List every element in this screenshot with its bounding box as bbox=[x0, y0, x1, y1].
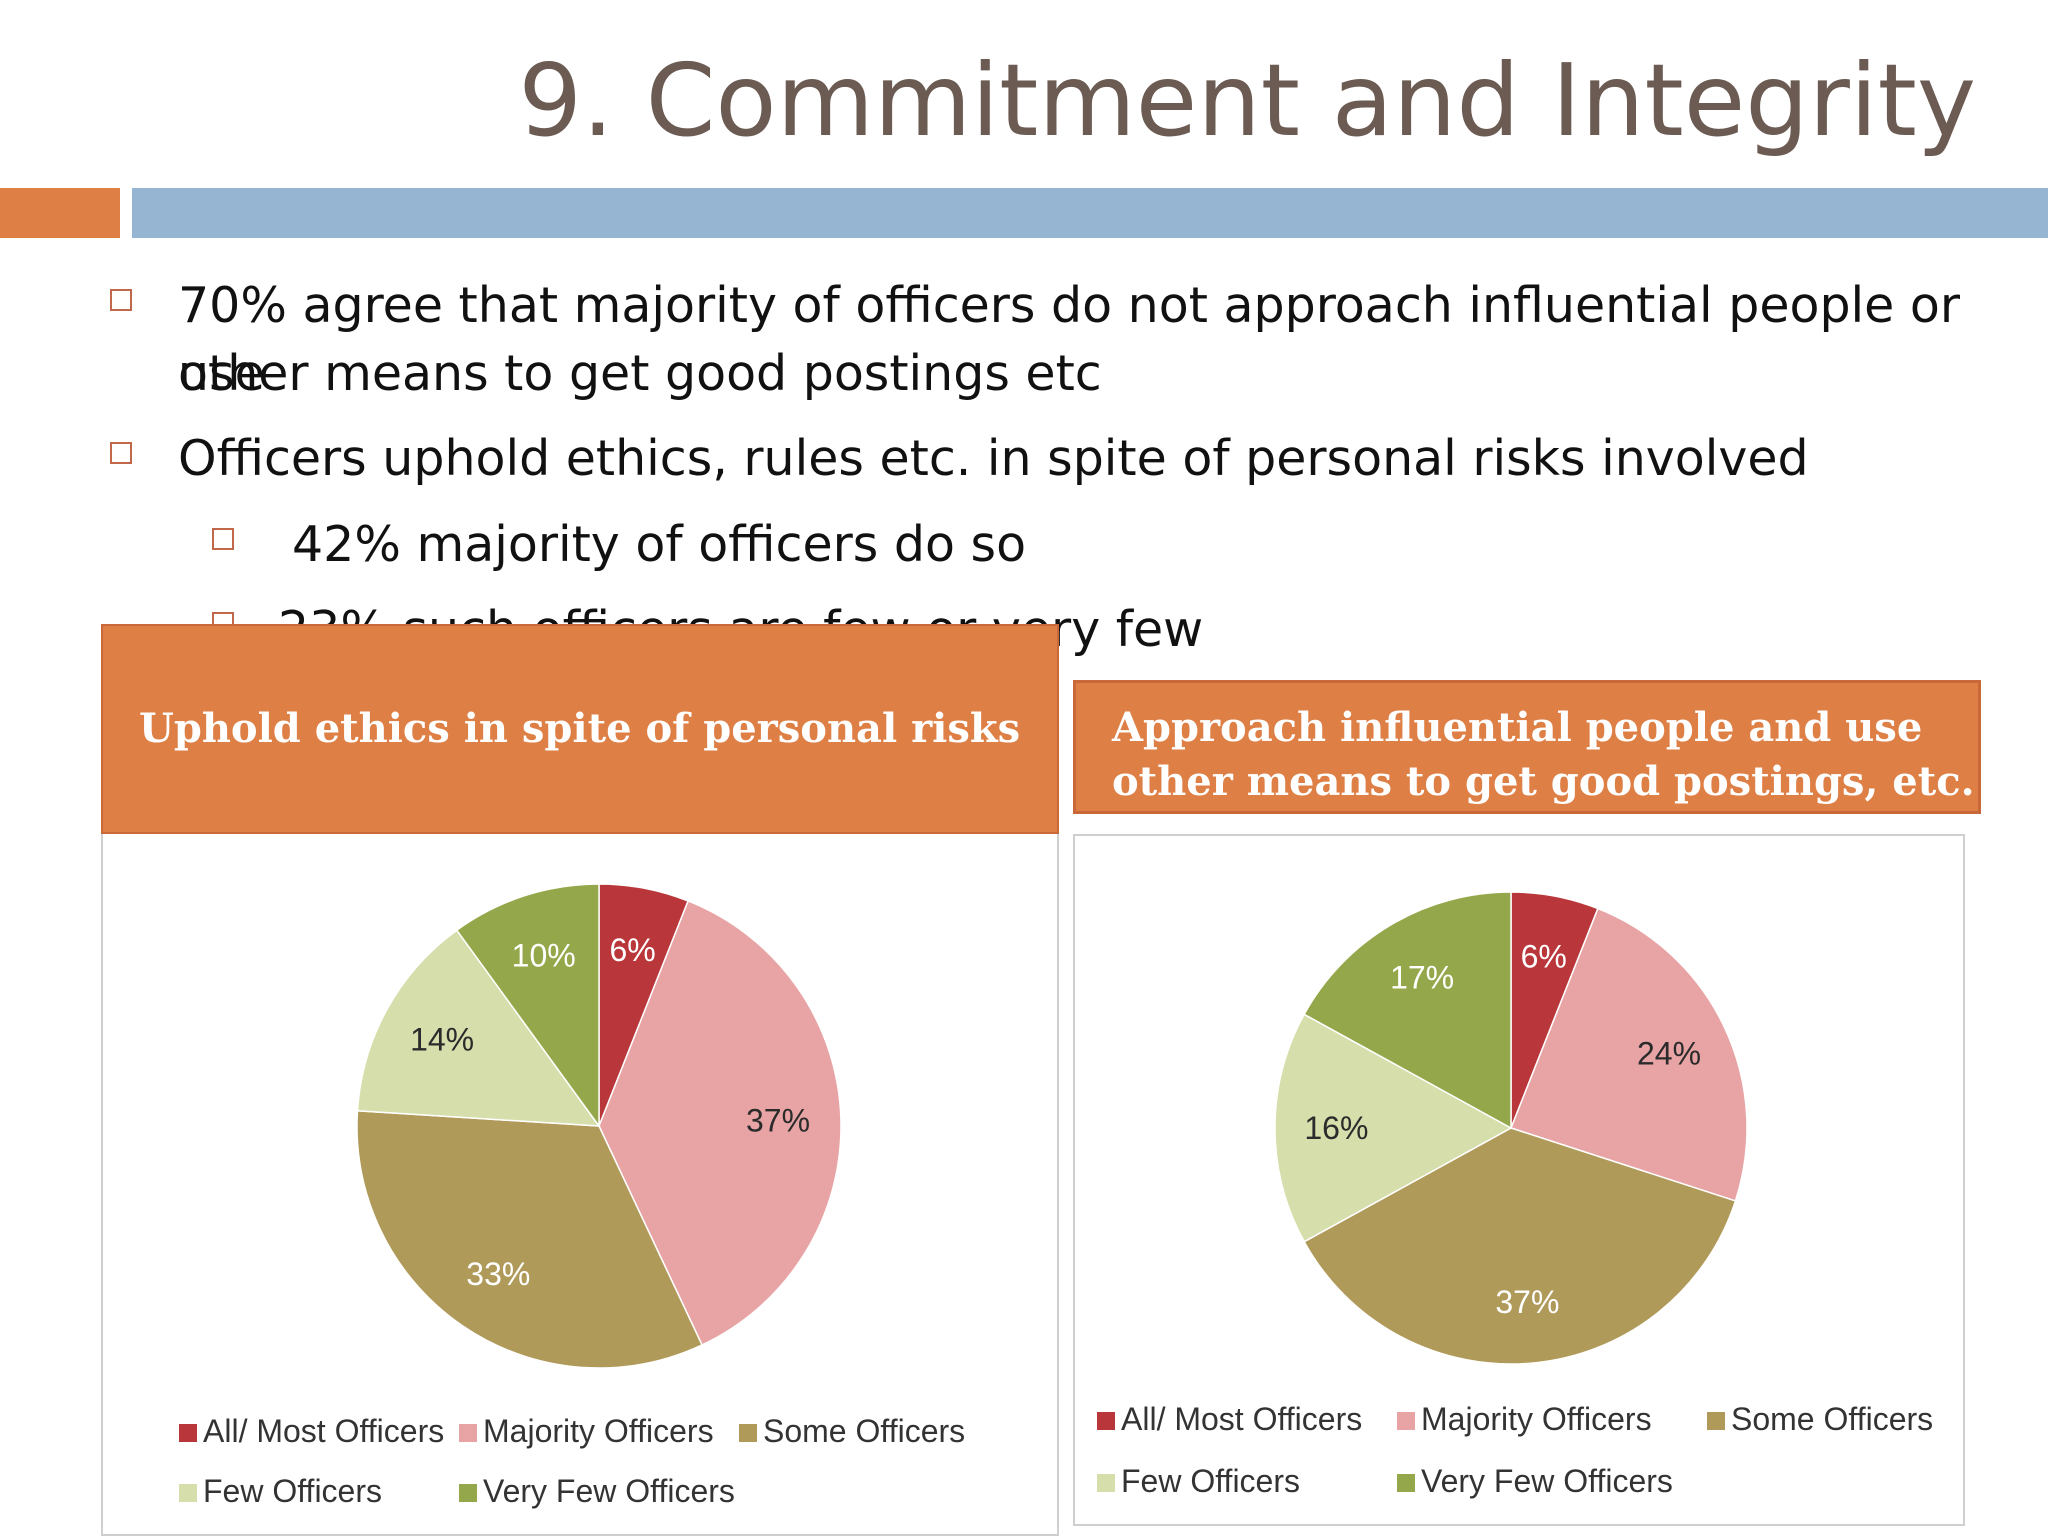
chart-1-panel: 6% 37% 33% 14% 10% All/ Most Officers Majority… bbox=[101, 834, 1059, 1536]
chart-2-panel: 6% 24% 37% 16% 17% All/ Most Officers Majority… bbox=[1073, 834, 1965, 1526]
chart-2-title-line-1: Approach influential people and use bbox=[1112, 701, 1978, 755]
chart-1-data-label-0: 6% bbox=[609, 932, 655, 968]
chart-1-legend-swatch-4 bbox=[459, 1484, 477, 1502]
chart-2-data-label-2: 37% bbox=[1495, 1284, 1559, 1320]
chart-1-header: Uphold ethics in spite of personal risks bbox=[101, 624, 1059, 834]
bullet-2: Officers uphold ethics, rules etc. in sp… bbox=[178, 425, 1988, 493]
chart-1-svg: 6% 37% 33% 14% 10% All/ Most Officers Majority… bbox=[103, 834, 1057, 1534]
chart-2-legend-swatch-0 bbox=[1097, 1412, 1115, 1430]
slide-title: 9. Commitment and Integrity bbox=[518, 42, 1976, 159]
chart-1-legend-swatch-3 bbox=[179, 1484, 197, 1502]
chart-1-data-label-3: 14% bbox=[410, 1022, 474, 1058]
accent-bar-orange bbox=[0, 188, 120, 238]
chart-1-legend-swatch-0 bbox=[179, 1424, 197, 1442]
chart-1-legend-label-2: Some Officers bbox=[763, 1413, 965, 1449]
chart-2-data-label-3: 16% bbox=[1304, 1110, 1368, 1146]
chart-2-data-label-1: 24% bbox=[1637, 1036, 1701, 1072]
chart-2-data-label-4: 17% bbox=[1390, 960, 1454, 996]
chart-1-legend-label-3: Few Officers bbox=[203, 1473, 382, 1509]
chart-2-legend-label-2: Some Officers bbox=[1731, 1401, 1933, 1437]
chart-2-svg: 6% 24% 37% 16% 17% All/ Most Officers Majority… bbox=[1075, 836, 1963, 1524]
chart-1-legend-label-0: All/ Most Officers bbox=[203, 1413, 444, 1449]
chart-2-legend-swatch-3 bbox=[1097, 1474, 1115, 1492]
chart-2-legend-swatch-2 bbox=[1707, 1412, 1725, 1430]
bullet-marker bbox=[212, 528, 234, 550]
chart-2-data-label-0: 6% bbox=[1521, 939, 1567, 975]
chart-1-data-label-4: 10% bbox=[512, 938, 576, 974]
chart-1-data-label-2: 33% bbox=[466, 1256, 530, 1292]
chart-2-legend-label-1: Majority Officers bbox=[1421, 1401, 1652, 1437]
chart-2-legend-label-0: All/ Most Officers bbox=[1121, 1401, 1362, 1437]
chart-2-legend-label-4: Very Few Officers bbox=[1421, 1463, 1673, 1499]
chart-2-legend-swatch-4 bbox=[1397, 1474, 1415, 1492]
bullet-marker bbox=[110, 289, 132, 311]
chart-1-title: Uphold ethics in spite of personal risks bbox=[139, 702, 1020, 756]
chart-2-legend-swatch-1 bbox=[1397, 1412, 1415, 1430]
bullet-marker bbox=[110, 442, 132, 464]
sub-bullet-1: 42% majority of officers do so bbox=[292, 511, 1026, 579]
chart-2-header: Approach influential people and use othe… bbox=[1073, 680, 1981, 814]
chart-1-legend-label-1: Majority Officers bbox=[483, 1413, 714, 1449]
chart-1-data-label-1: 37% bbox=[746, 1102, 810, 1138]
chart-1-legend-swatch-1 bbox=[459, 1424, 477, 1442]
chart-1-legend-label-4: Very Few Officers bbox=[483, 1473, 735, 1509]
chart-2-title-line-2: other means to get good postings, etc. bbox=[1112, 755, 1978, 809]
chart-2-legend-label-3: Few Officers bbox=[1121, 1463, 1300, 1499]
chart-1-legend-swatch-2 bbox=[739, 1424, 757, 1442]
bullet-1-line-2: other means to get good postings etc bbox=[178, 340, 1988, 408]
accent-bar-blue bbox=[132, 188, 2048, 238]
